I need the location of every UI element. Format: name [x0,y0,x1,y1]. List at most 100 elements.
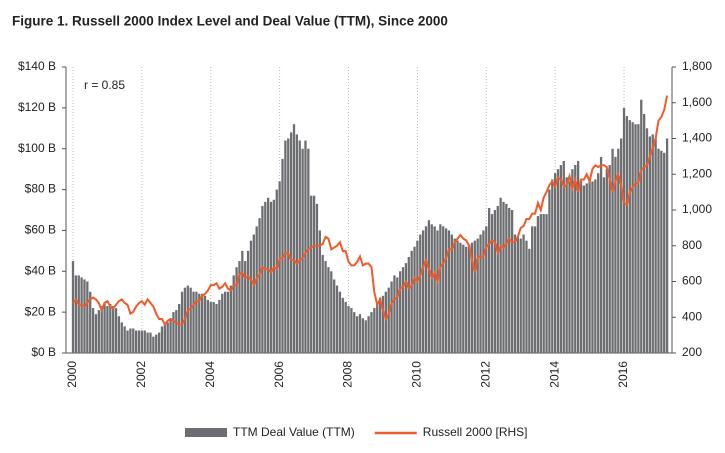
bar [591,181,594,353]
bar [229,285,232,353]
bar [387,287,390,353]
bar [493,210,497,353]
bar [611,148,614,353]
bar [588,181,591,353]
bar [355,316,359,353]
bar [310,195,313,353]
y2-tick-label: 200 [682,345,702,359]
bar [163,324,166,353]
bar [608,165,611,353]
bar [617,148,620,353]
bar [439,224,442,353]
y-tick-label: $120 B [18,100,56,114]
bar [267,197,270,353]
bar [252,234,255,353]
bar [648,136,652,353]
bar [344,301,347,353]
y-tick-label: $20 B [25,304,56,318]
bar [249,240,253,353]
bar [597,173,600,353]
bar [571,169,574,353]
bar [175,310,178,353]
bar [287,138,290,353]
bar [539,214,542,353]
bar [505,203,508,353]
bar [97,310,100,353]
bar [83,279,86,353]
bar [384,291,387,353]
bar [178,303,181,353]
bar [126,330,129,353]
bar [134,330,138,353]
bar [568,181,571,353]
bar [657,148,660,353]
y-tick-label: $60 B [25,223,56,237]
bar [545,214,548,353]
y2-tick-label: 600 [682,274,702,288]
bar [281,158,284,353]
bar [459,242,462,353]
bar [347,306,350,353]
bar [160,326,164,353]
bar [155,334,158,353]
bar [496,205,499,353]
bar [106,306,109,353]
legend-label: Russell 2000 [RHS] [423,425,528,439]
y2-tick-label: 400 [682,309,702,323]
y2-tick-label: 1,800 [682,59,712,73]
bar [269,201,273,353]
bar [533,226,537,353]
y2-tick-label: 1,400 [682,131,712,145]
bar [654,138,657,353]
y2-tick-label: 800 [682,238,702,252]
bar [330,271,333,353]
y-tick-label: $40 B [25,263,56,277]
bar [172,312,175,353]
bar [499,197,502,353]
bar [238,261,241,353]
line [72,95,669,327]
legend-swatch [185,428,227,437]
bar [628,120,631,353]
bar [485,226,488,353]
bar [433,226,436,353]
bar [594,179,597,353]
bar [462,244,465,353]
bar [114,308,118,353]
bar [221,293,224,353]
bar [525,240,528,353]
bar [508,207,511,353]
x-tick-label: 2010 [410,361,424,388]
bar [206,299,210,353]
bar [77,275,80,353]
bar [599,156,603,353]
y-tick-label: $100 B [18,141,56,155]
bar [576,160,580,353]
bar [146,332,149,353]
bar [152,336,155,353]
annotation: r = 0.85 [84,78,125,92]
bar [338,291,342,353]
bar [625,116,629,354]
bar [436,230,439,353]
bar [218,299,221,353]
bar [559,165,563,353]
bar [186,285,189,353]
bar [447,230,451,353]
bar [381,295,385,353]
bar [198,293,201,353]
bar [275,189,278,353]
x-tick-label: 2012 [478,361,492,388]
bar [361,318,365,353]
bar [605,169,608,353]
bar [634,124,637,353]
bar [450,234,453,353]
y2-tick-label: 1,000 [682,202,712,216]
bar [89,291,92,353]
bar [341,297,344,353]
bar [399,271,402,353]
bar [562,160,565,353]
bar [620,138,623,353]
y-tick-label: $140 B [18,59,56,73]
bar [86,281,89,353]
